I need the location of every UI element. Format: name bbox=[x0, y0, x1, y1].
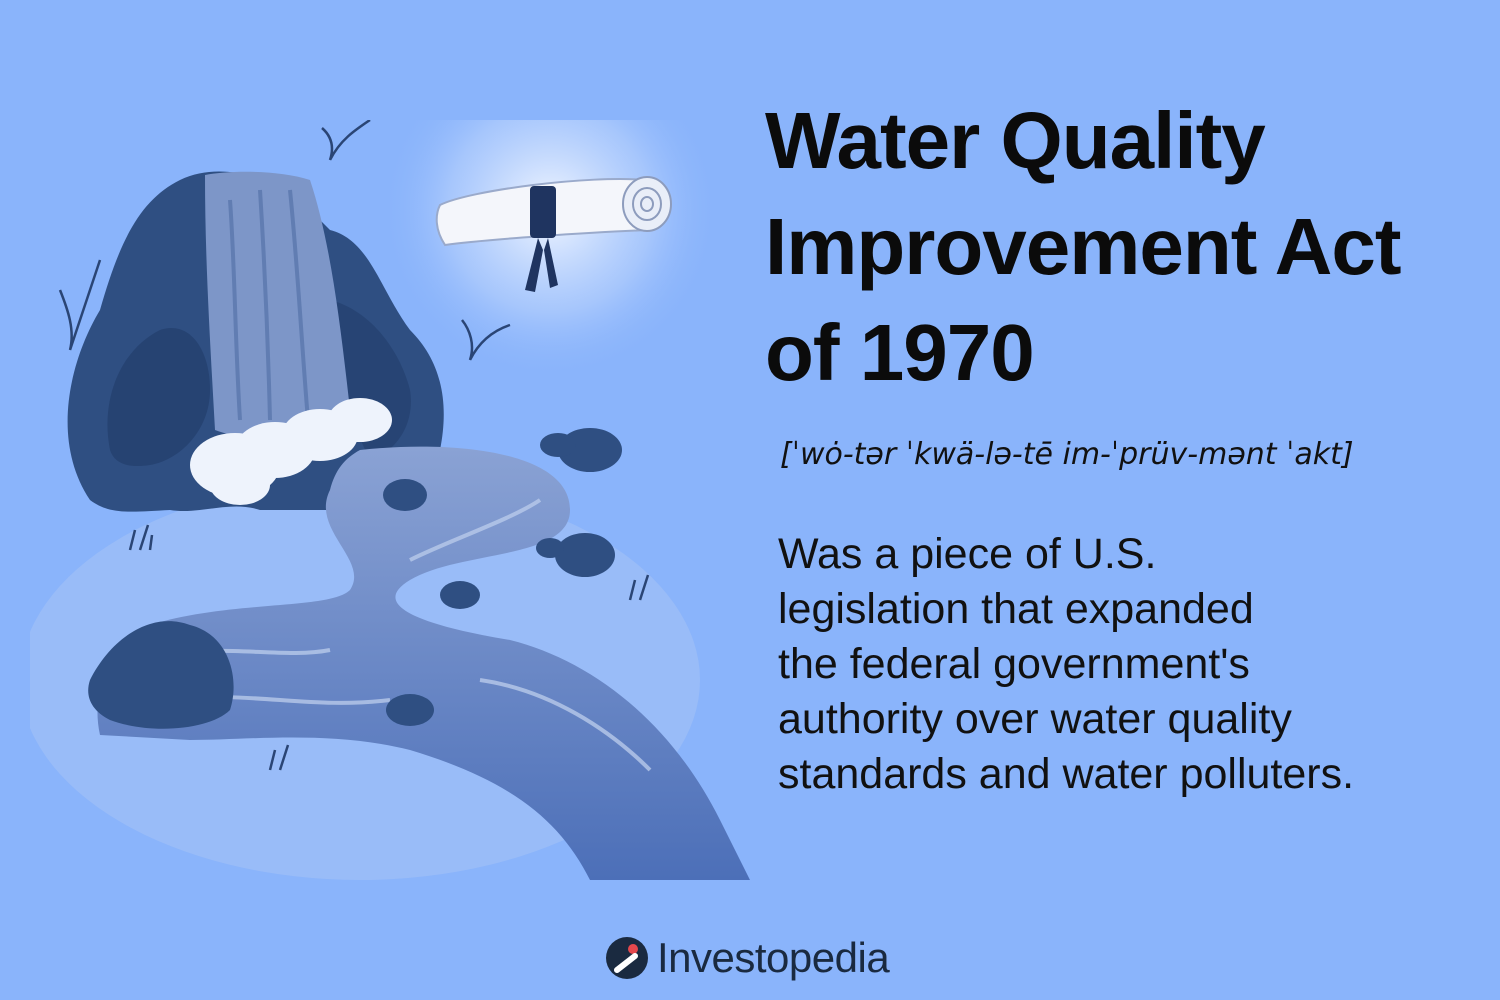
definition-line: legislation that expanded bbox=[778, 585, 1254, 633]
definition-text: Was a piece of U.S. legislation that exp… bbox=[778, 527, 1468, 802]
river-ripples bbox=[139, 498, 652, 772]
waterfall-streaks bbox=[228, 189, 310, 421]
rock-shade bbox=[107, 328, 210, 467]
definition-line: standards and water polluters. bbox=[778, 750, 1355, 798]
waterfall bbox=[205, 171, 350, 440]
definition-line: Was a piece of U.S. bbox=[778, 530, 1157, 578]
grass-tufts bbox=[58, 120, 650, 771]
river bbox=[97, 446, 750, 880]
page-title: Water Quality Improvement Act of 1970 bbox=[765, 88, 1465, 406]
title-line: of 1970 bbox=[765, 308, 1035, 397]
definition-line: authority over water quality bbox=[778, 695, 1292, 743]
brand-logo: Investopedia bbox=[605, 930, 890, 986]
river-rocks bbox=[88, 428, 622, 729]
pronunciation: [ˈwȯ-tər ˈkwä-lə-tē im-ˈprüv-mənt ˈakt] bbox=[780, 437, 1354, 472]
definition-line: the federal government's bbox=[778, 640, 1250, 688]
title-line: Water Quality bbox=[765, 96, 1266, 185]
scroll-document bbox=[435, 176, 672, 292]
investopedia-logo-icon bbox=[606, 937, 648, 979]
splash-foam bbox=[190, 398, 392, 505]
brand-name: Investopedia bbox=[657, 934, 890, 981]
title-line: Improvement Act bbox=[765, 202, 1402, 291]
waterfall-river-illustration bbox=[30, 120, 750, 880]
